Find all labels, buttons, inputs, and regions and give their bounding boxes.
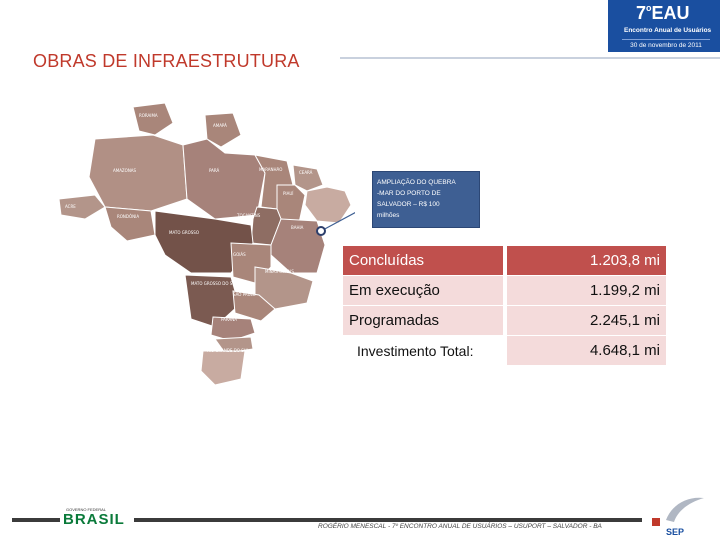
table-row: Concluídas 1.203,8 mi <box>343 246 666 275</box>
map-label-piaui: PIAUÍ <box>283 191 294 196</box>
event-logo: 7oEAU Encontro Anual de Usuários 30 de n… <box>608 0 720 52</box>
salvador-port-callout: AMPLIAÇÃO DO QUEBRA -MAR DO PORTO DE SAL… <box>372 171 480 228</box>
row-value: 1.203,8 mi <box>507 246 666 275</box>
map-state-amapa <box>204 112 242 148</box>
map-state-santa-catarina <box>214 336 254 354</box>
event-logo-title: 7oEAU <box>636 3 690 23</box>
sep-logo-text: SEP <box>666 527 685 537</box>
map-label-ceara: CEARÁ <box>299 170 313 175</box>
row-label: Concluídas <box>343 246 503 275</box>
event-logo-date: 30 de novembro de 2011 <box>622 39 710 49</box>
footer-credit: ROGÉRIO MENESCAL - 7º ENCONTRO ANUAL DE … <box>318 523 602 530</box>
callout-pointer-line <box>320 212 355 232</box>
total-value: 4.648,1 mi <box>507 336 666 365</box>
map-label-amazonas: AMAZONAS <box>113 168 137 173</box>
brasil-logo-caption: GOVERNO FEDERAL <box>66 507 107 512</box>
header-divider <box>340 57 720 59</box>
map-state-northeast-coast <box>304 186 352 224</box>
brazil-map: RORAIMA AMAPÁ AMAZONAS PARÁ MARANHÃO CEA… <box>58 102 355 385</box>
salvador-port-marker <box>316 226 326 236</box>
map-state-mato-grosso <box>154 210 254 274</box>
map-label-tocantins: TOCANTINS <box>236 213 261 218</box>
map-label-para: PARÁ <box>209 168 220 173</box>
sep-logo-icon <box>652 497 704 526</box>
map-label-parana: PARANÁ <box>221 317 237 322</box>
row-label: Em execução <box>343 276 503 305</box>
map-state-roraima <box>132 102 174 136</box>
row-value: 2.245,1 mi <box>507 306 666 335</box>
footer-divider <box>12 518 642 522</box>
map-label-bahia: BAHIA <box>291 225 304 230</box>
table-row: Programadas 2.245,1 mi <box>343 306 666 335</box>
event-logo-subtitle: Encontro Anual de Usuários <box>624 27 712 34</box>
map-state-rondonia <box>104 206 156 242</box>
map-state-rio-grande-do-sul <box>200 350 246 385</box>
map-label-roraima: RORAIMA <box>139 113 158 118</box>
callout-line: AMPLIAÇÃO DO QUEBRA <box>377 179 456 186</box>
map-label-rio-grande-do-sul: RIO GRANDE DO SUL <box>207 348 250 353</box>
callout-line: milhões <box>377 212 400 219</box>
row-value: 1.199,2 mi <box>507 276 666 305</box>
callout-line: -MAR DO PORTO DE <box>377 190 441 197</box>
callout-line: SALVADOR – R$ 100 <box>377 201 440 208</box>
brasil-logo-word: BRASIL <box>63 511 125 528</box>
map-state-ceara <box>292 164 324 192</box>
map-label-sao-paulo: SÃO PAULO <box>233 292 256 297</box>
map-label-mato-grosso-do-sul: MATO GROSSO DO SUL <box>191 281 238 286</box>
total-label: Investimento Total: <box>343 336 503 365</box>
map-state-amazonas <box>88 134 188 212</box>
map-label-maranhao: MARANHÃO <box>259 167 282 172</box>
page-title: OBRAS DE INFRAESTRUTURA <box>33 51 300 71</box>
map-label-amapa: AMAPÁ <box>213 123 227 128</box>
row-label: Programadas <box>343 306 503 335</box>
total-row: Investimento Total: 4.648,1 mi <box>343 336 666 365</box>
map-state-acre <box>58 194 106 220</box>
map-state-sao-paulo <box>232 290 276 322</box>
map-label-mato-grosso: MATO GROSSO <box>169 230 199 235</box>
investment-table: Concluídas 1.203,8 mi Em execução 1.199,… <box>343 246 666 366</box>
map-label-minas-gerais: MINAS GERAIS <box>265 269 294 274</box>
brasil-government-logo: GOVERNO FEDERAL BRASIL <box>60 507 134 533</box>
table-row: Em execução 1.199,2 mi <box>343 276 666 305</box>
map-label-rondonia: RONDÔNIA <box>117 214 139 219</box>
map-label-acre: ACRE <box>65 204 76 209</box>
map-state-para <box>182 138 266 220</box>
map-state-mato-grosso-do-sul <box>184 274 240 328</box>
map-label-goias: GOIÁS <box>233 252 246 257</box>
